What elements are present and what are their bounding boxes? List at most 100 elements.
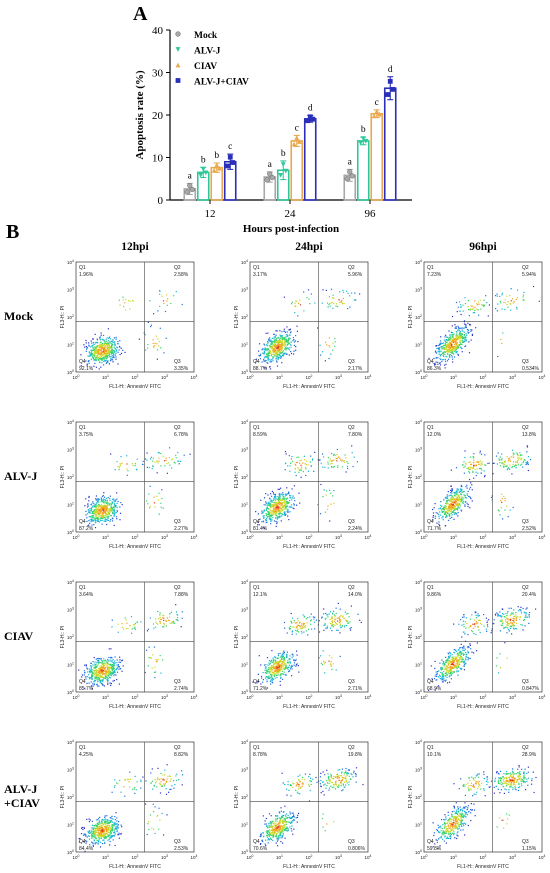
- scatter-point: [293, 503, 295, 505]
- plot-frame: [249, 581, 369, 693]
- scatter-point: [328, 304, 330, 306]
- scatter-point: [102, 683, 104, 686]
- scatter-point: [275, 497, 277, 499]
- scatter-point: [283, 650, 285, 652]
- scatter-point: [88, 510, 90, 512]
- scatter-point: [464, 337, 466, 339]
- scatter-point: [98, 511, 100, 513]
- scatter-point: [112, 661, 114, 663]
- scatter-point: [127, 470, 129, 472]
- scatter-point: [464, 495, 467, 497]
- scatter-point: [517, 462, 519, 464]
- scatter-point: [467, 306, 469, 308]
- scatter-point: [96, 508, 98, 510]
- scatter-point: [279, 507, 281, 509]
- scatter-point: [108, 670, 110, 672]
- scatter-point: [289, 344, 292, 346]
- scatter-point: [449, 356, 451, 358]
- scatter-point: [469, 468, 471, 470]
- scatter-point: [86, 517, 88, 519]
- scatter-point: [461, 337, 463, 339]
- scatter-point: [277, 354, 279, 356]
- scatter-point: [134, 463, 136, 465]
- quadrant-value-q4: 88.7%: [253, 366, 268, 372]
- scatter-point: [447, 353, 449, 355]
- scatter-point: [450, 489, 452, 491]
- scatter-point: [504, 299, 506, 301]
- scatter-point: [126, 622, 128, 624]
- scatter-point: [461, 498, 463, 500]
- scatter-point: [449, 514, 451, 516]
- x-tick-label: 104: [539, 534, 546, 540]
- scatter-point: [98, 685, 100, 687]
- scatter-point: [266, 687, 269, 689]
- scatter-point: [113, 350, 115, 352]
- scatter-point: [446, 494, 448, 496]
- scatter-point: [103, 501, 105, 503]
- scatter-point: [459, 301, 461, 303]
- scatter-point: [120, 352, 123, 354]
- scatter-point: [450, 502, 452, 504]
- quadrant-name: Q1: [427, 425, 434, 431]
- scatter-point: [296, 625, 298, 627]
- scatter-point: [445, 516, 447, 519]
- scatter-point: [350, 605, 352, 607]
- scatter-point: [460, 656, 462, 658]
- scatter-point: [276, 518, 278, 520]
- scatter-point: [98, 352, 100, 355]
- scatter-point: [440, 514, 442, 516]
- scatter-point: [356, 461, 358, 463]
- scatter-point: [262, 511, 264, 513]
- scatter-point: [282, 653, 284, 655]
- x-tick-label: 103: [335, 534, 342, 540]
- scatter-point: [88, 524, 90, 526]
- scatter-point: [272, 657, 274, 659]
- scatter-point: [125, 309, 127, 311]
- scatter-point: [108, 672, 110, 674]
- scatter-point: [104, 349, 107, 351]
- scatter-point: [103, 664, 106, 666]
- scatter-point: [447, 661, 449, 663]
- bar: [370, 112, 384, 201]
- scatter-point: [110, 347, 112, 349]
- scatter-point: [158, 341, 160, 343]
- scatter-point: [90, 508, 93, 510]
- scatter-point: [263, 504, 265, 506]
- scatter-point: [102, 505, 104, 507]
- scatter-point: [450, 334, 452, 336]
- scatter-point: [97, 660, 99, 662]
- scatter-point: [268, 667, 270, 669]
- scatter-point: [97, 668, 100, 670]
- scatter-point: [105, 672, 107, 674]
- scatter-point: [100, 358, 102, 360]
- scatter-point: [277, 657, 280, 659]
- scatter-point: [268, 513, 270, 515]
- scatter-point: [92, 516, 94, 518]
- scatter-point: [436, 512, 439, 514]
- scatter-point: [480, 308, 482, 310]
- scatter-point: [163, 622, 165, 624]
- scatter-point: [338, 456, 340, 458]
- scatter-point: [444, 506, 447, 508]
- scatter-point: [90, 685, 93, 687]
- scatter-point: [110, 661, 112, 663]
- scatter-point: [343, 617, 345, 619]
- scatter-point: [285, 349, 287, 351]
- scatter-point: [293, 508, 295, 510]
- scatter-point: [279, 680, 281, 683]
- scatter-point: [104, 499, 106, 501]
- scatter-point: [449, 494, 451, 496]
- scatter-point: [333, 297, 335, 299]
- scatter-point: [453, 496, 455, 498]
- scatter-point: [89, 519, 91, 521]
- scatter-point: [444, 667, 446, 669]
- scatter-point: [454, 492, 456, 494]
- scatter-point: [288, 664, 291, 666]
- scatter-point: [95, 515, 97, 517]
- scatter-point: [296, 461, 298, 464]
- scatter-point: [286, 655, 288, 657]
- scatter-point: [101, 351, 103, 353]
- scatter-point: [153, 671, 156, 673]
- scatter-point: [513, 301, 515, 303]
- scatter-point: [477, 309, 479, 311]
